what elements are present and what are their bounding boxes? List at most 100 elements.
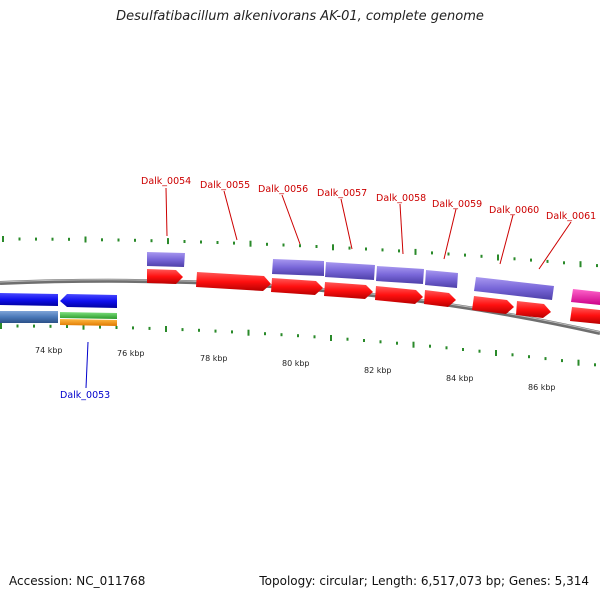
inner-tick	[181, 328, 184, 332]
left-feature-group	[0, 293, 117, 326]
gene-label-dalk-0060[interactable]: Dalk_0060	[489, 205, 539, 216]
outer-tick	[497, 254, 499, 261]
steelblue-feature-left[interactable]	[0, 311, 58, 323]
protein-feature-dalk-0057[interactable]	[325, 262, 375, 280]
inner-tick-row	[0, 323, 596, 367]
gene-labels: Dalk_0054 Dalk_0055 Dalk_0056 Dalk_0057 …	[60, 176, 596, 401]
outer-tick	[233, 241, 235, 245]
outer-tick	[464, 253, 466, 257]
scale-label-76kbp: 76 kbp	[117, 349, 145, 358]
outer-tick	[216, 241, 219, 244]
inner-tick	[198, 328, 200, 332]
leader-dalk-0059	[443, 208, 457, 260]
inner-tick	[165, 326, 167, 332]
scale-label-86kbp: 86 kbp	[528, 383, 556, 392]
forward-cds-dalk-0061[interactable]	[570, 307, 600, 324]
inner-tick	[495, 350, 497, 356]
scale-labels: 74 kbp 76 kbp 78 kbp 80 kbp 82 kbp 84 kb…	[35, 346, 556, 392]
leader-dalk-0053	[85, 341, 89, 389]
protein-feature-dalk-0056[interactable]	[272, 259, 324, 276]
forward-cds-row	[147, 269, 600, 324]
orange-feature[interactable]	[60, 319, 117, 326]
outer-tick	[18, 237, 21, 241]
gene-label-dalk-0059[interactable]: Dalk_0059	[432, 199, 482, 210]
forward-cds-dalk-0057[interactable]	[324, 282, 373, 299]
forward-cds-dalk-0060a[interactable]	[472, 296, 514, 314]
protein-feature-dalk-0060[interactable]	[474, 277, 554, 300]
gene-label-dalk-0057[interactable]: Dalk_0057	[317, 188, 367, 199]
inner-tick	[231, 330, 233, 334]
magenta-feature[interactable]	[571, 289, 600, 305]
green-feature[interactable]	[60, 312, 117, 319]
outer-tick	[183, 240, 186, 243]
outer-tick	[447, 252, 450, 256]
inner-tick	[511, 353, 514, 357]
inner-tick	[330, 335, 332, 341]
outer-tick	[398, 249, 400, 253]
inner-tick	[594, 363, 596, 367]
inner-tick	[132, 326, 134, 330]
forward-cds-dalk-0058[interactable]	[375, 286, 423, 304]
inner-tick	[528, 355, 530, 359]
forward-cds-dalk-0059[interactable]	[424, 290, 456, 307]
protein-feature-dalk-0058[interactable]	[376, 266, 424, 284]
gene-label-dalk-0061[interactable]: Dalk_0061	[546, 211, 596, 222]
leader-dalk-0056	[281, 194, 301, 245]
outer-tick	[150, 239, 153, 243]
scale-label-84kbp: 84 kbp	[446, 374, 474, 383]
inner-tick	[264, 332, 266, 336]
gene-label-dalk-0054[interactable]: Dalk_0054	[141, 176, 191, 187]
inner-tick	[363, 339, 365, 342]
outer-tick	[117, 238, 120, 242]
outer-tick	[579, 261, 582, 268]
reverse-cds-feature-left[interactable]	[0, 293, 58, 306]
outer-tick	[480, 254, 483, 258]
page-title: Desulfatibacillum alkenivorans AK-01, co…	[116, 9, 484, 24]
scale-label-78kbp: 78 kbp	[200, 354, 228, 363]
forward-cds-dalk-0056[interactable]	[271, 278, 323, 295]
outer-tick	[596, 264, 598, 268]
scale-label-80kbp: 80 kbp	[282, 359, 310, 368]
forward-cds-dalk-0054[interactable]	[147, 269, 183, 284]
gene-label-dalk-0056[interactable]: Dalk_0056	[258, 184, 308, 195]
outer-tick	[513, 257, 516, 261]
outer-tick-row	[2, 236, 598, 268]
accession-text: Accession: NC_011768	[9, 574, 146, 588]
outer-tick	[134, 238, 136, 242]
gene-label-dalk-0055[interactable]: Dalk_0055	[200, 180, 250, 191]
reverse-cds-feature-dalk-0053[interactable]	[60, 294, 117, 308]
inner-tick	[99, 325, 101, 329]
outer-tick	[365, 247, 367, 251]
outer-tick	[101, 238, 103, 242]
inner-tick	[462, 348, 464, 351]
inner-tick	[412, 341, 415, 348]
outer-tick	[315, 245, 318, 248]
protein-feature-dalk-0054[interactable]	[147, 252, 185, 267]
inner-tick	[561, 359, 563, 363]
genome-summary-text: Topology: circular; Length: 6,517,073 bp…	[259, 574, 589, 588]
leader-dalk-0061	[538, 221, 572, 270]
outer-tick	[2, 236, 4, 242]
outer-tick	[68, 237, 70, 241]
outer-tick	[249, 240, 252, 247]
outer-tick	[546, 259, 549, 263]
gene-label-dalk-0053[interactable]: Dalk_0053	[60, 390, 110, 401]
outer-tick	[431, 251, 433, 255]
inner-tick	[280, 333, 283, 337]
gene-label-dalk-0058[interactable]: Dalk_0058	[376, 193, 426, 204]
forward-cds-dalk-0055[interactable]	[196, 272, 271, 291]
inner-tick	[16, 324, 19, 328]
inner-tick	[148, 326, 151, 330]
outer-tick	[299, 244, 301, 248]
label-leaders	[85, 187, 572, 389]
protein-feature-row	[147, 252, 600, 305]
protein-feature-dalk-0059[interactable]	[425, 270, 458, 288]
inner-tick	[49, 324, 52, 328]
outer-tick	[563, 261, 565, 265]
outer-tick	[530, 258, 532, 262]
leader-dalk-0058	[399, 203, 404, 255]
inner-tick	[214, 329, 217, 333]
forward-cds-dalk-0060b[interactable]	[516, 301, 551, 318]
outer-tick	[282, 243, 285, 247]
